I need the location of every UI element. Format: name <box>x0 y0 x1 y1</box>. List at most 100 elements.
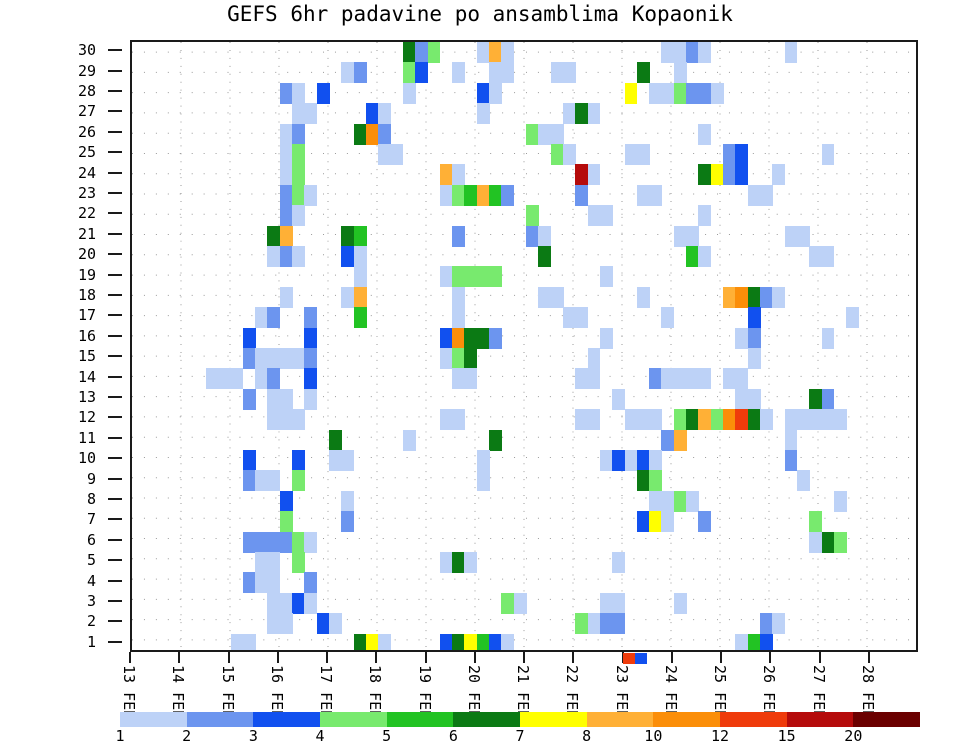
colorbar-tick-labels: 1 2 3 4 5 6 7 8 10 12 15 20 <box>115 727 920 745</box>
heatmap-cell <box>526 225 539 247</box>
heatmap-cell <box>538 286 552 308</box>
heatmap-cell <box>279 144 293 165</box>
heatmap-cell <box>304 531 318 553</box>
y-tick-label: 20 <box>77 245 96 264</box>
heatmap-cell <box>501 592 515 614</box>
heatmap-cell <box>710 409 724 431</box>
heatmap-cell <box>501 633 515 650</box>
heatmap-cell <box>501 62 515 84</box>
heatmap-cell <box>636 62 650 84</box>
heatmap-cell <box>636 450 650 471</box>
chart-title: GEFS 6hr padavine po ansamblima Kopaonik <box>227 2 733 26</box>
heatmap-cell <box>267 225 281 247</box>
y-tick-mark <box>108 579 122 582</box>
heatmap-cell <box>415 62 429 84</box>
heatmap-cell <box>649 82 663 104</box>
heatmap-cell <box>538 225 552 247</box>
heatmap-cell <box>279 225 293 247</box>
heatmap-cell <box>242 633 256 650</box>
colorbar-tick-label: 8 <box>582 727 592 745</box>
heatmap-cell <box>476 327 490 349</box>
heatmap-cell <box>612 450 626 471</box>
heatmap-cell <box>476 103 490 125</box>
heatmap-cell <box>575 103 589 125</box>
heatmap-cell <box>587 368 601 390</box>
heatmap-cell <box>439 409 453 431</box>
y-tick-label: 22 <box>77 204 96 223</box>
colorbar-swatch <box>520 712 587 727</box>
heatmap-cell <box>292 82 305 104</box>
heatmap-cell <box>624 82 638 104</box>
heatmap-cell <box>489 184 502 206</box>
heatmap-cell <box>550 144 564 165</box>
heatmap-cell <box>279 205 293 227</box>
heatmap-cell <box>292 592 305 614</box>
y-tick-label: 17 <box>77 306 96 325</box>
x-tick-mark <box>178 652 181 663</box>
heatmap-cell <box>279 409 293 431</box>
heatmap-cell <box>735 327 749 349</box>
colorbar-tick-label: 20 <box>844 727 863 745</box>
heatmap-cell <box>242 572 256 594</box>
heatmap-cell <box>365 123 379 145</box>
heatmap-cell <box>353 62 367 84</box>
heatmap-cell <box>476 633 490 650</box>
x-tick-mark <box>326 652 328 663</box>
heatmap-cell <box>402 42 416 63</box>
y-tick-label: 28 <box>77 82 96 100</box>
heatmap-cell <box>599 450 613 471</box>
heatmap-cell <box>649 368 663 390</box>
heatmap-cell <box>538 246 552 267</box>
heatmap-cell <box>501 42 515 63</box>
heatmap-cell <box>821 144 835 165</box>
heatmap-cell <box>279 286 293 308</box>
heatmap-cell <box>723 144 736 165</box>
heatmap-cell <box>452 633 466 650</box>
heatmap-cell <box>661 490 675 512</box>
heatmap-cell <box>673 429 687 451</box>
heatmap-cell <box>242 450 256 471</box>
heatmap-cell <box>796 409 810 431</box>
heatmap-cell <box>292 470 305 492</box>
heatmap-cell <box>686 490 699 512</box>
heatmap-cell <box>686 409 699 431</box>
heatmap-cell <box>452 62 466 84</box>
heatmap-cell <box>735 409 749 431</box>
heatmap-cell <box>698 42 712 63</box>
heatmap-cell <box>439 327 453 349</box>
y-tick-mark <box>108 457 122 460</box>
heatmap-cell <box>464 348 478 369</box>
heatmap-cell <box>809 388 823 410</box>
y-tick-mark <box>108 538 122 541</box>
heatmap-cell <box>378 633 392 650</box>
heatmap-cell <box>439 184 453 206</box>
heatmap-cell <box>833 409 847 431</box>
heatmap-cell <box>673 592 687 614</box>
heatmap-cell <box>329 613 342 635</box>
heatmap-cell <box>476 266 490 288</box>
heatmap-cell <box>402 82 416 104</box>
heatmap-cell <box>784 450 798 471</box>
colorbar-tick-label: 5 <box>382 727 392 745</box>
heatmap-cell <box>279 613 293 635</box>
heatmap-cell <box>575 184 589 206</box>
y-tick-mark <box>108 110 122 113</box>
heatmap-cell <box>747 327 761 349</box>
heatmap-cell <box>489 42 502 63</box>
heatmap-cell <box>292 184 305 206</box>
heatmap-cell <box>833 490 847 512</box>
heatmap-cell <box>292 205 305 227</box>
y-tick-label: 3 <box>86 592 96 610</box>
heatmap-cell <box>538 123 552 145</box>
heatmap-cell <box>279 511 293 533</box>
heatmap-cell <box>723 368 736 390</box>
heatmap-cell <box>747 388 761 410</box>
heatmap-cell <box>624 144 638 165</box>
y-tick-label: 15 <box>77 347 96 366</box>
y-tick-mark <box>108 436 122 439</box>
heatmap-cell <box>341 450 355 471</box>
heatmap-cell <box>821 246 835 267</box>
heatmap-cell <box>292 552 305 573</box>
heatmap-cell <box>255 348 269 369</box>
heatmap-cell <box>809 409 823 431</box>
